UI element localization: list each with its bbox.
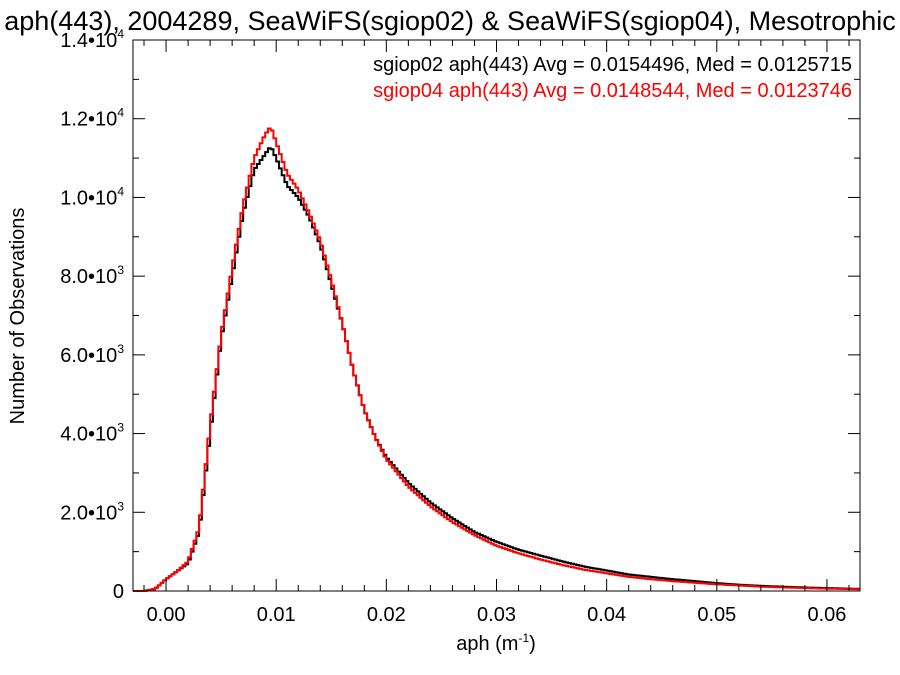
y-tick-label: 0 [113,581,124,603]
series-line-sgiop04 [133,127,860,592]
y-tick-label: 6.0•103 [60,342,124,367]
x-axis-ticks: 0.00 0.01 0.02 0.03 0.04 0.05 0.06 [143,40,850,626]
x-axis-title-sup: -1 [518,631,529,645]
x-axis-title-close: ) [529,633,536,655]
x-tick-label: 0.00 [147,604,186,626]
x-tick-label: 0.01 [257,604,296,626]
y-axis-ticks: 0 2.0•103 4.0•103 6.0•103 8.0•103 1.0•104 1.2•… [60,27,860,603]
y-tick-label: 1.2•104 [60,106,124,131]
plot-frame [132,39,861,592]
y-tick-label: 8.0•103 [60,263,124,288]
x-tick-label: 0.04 [587,604,626,626]
y-axis-title: Number of Observations [7,208,29,425]
series-line-sgiop02 [133,147,860,592]
y-tick-label: 2.0•103 [60,499,124,524]
y-tick-label: 1.4•104 [60,27,124,52]
y-tick-label: 4.0•103 [60,421,124,446]
legend-entry-sgiop04: sgiop04 aph(443) Avg = 0.0148544, Med = … [373,80,852,102]
x-tick-label: 0.02 [367,604,406,626]
x-tick-label: 0.05 [697,604,736,626]
x-tick-label: 0.03 [477,604,516,626]
x-axis-title: aph (m-1) [456,631,536,655]
y-tick-label: 1.0•104 [60,184,124,209]
legend-entry-sgiop02: sgiop02 aph(443) Avg = 0.0154496, Med = … [373,54,852,76]
chart-title: aph(443), 2004289, SeaWiFS(sgiop02) & Se… [4,6,895,36]
x-tick-label: 0.06 [807,604,846,626]
legend: sgiop02 aph(443) Avg = 0.0154496, Med = … [373,54,852,102]
series-layer [133,127,860,592]
x-axis-title-main: aph (m [456,633,518,655]
